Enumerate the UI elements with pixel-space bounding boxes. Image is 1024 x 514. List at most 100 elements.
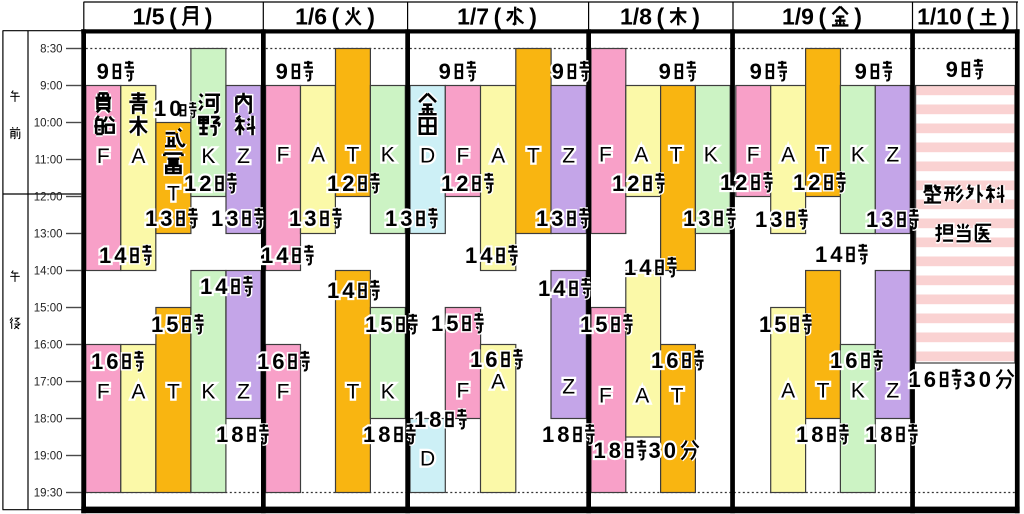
- svg-text:1/10: 1/10: [917, 4, 962, 30]
- svg-text:F: F: [599, 144, 612, 167]
- svg-text:): ): [1002, 4, 1010, 30]
- svg-text:F: F: [97, 381, 110, 404]
- svg-text:12: 12: [793, 170, 823, 195]
- svg-text:12: 12: [184, 171, 214, 196]
- svg-text:16: 16: [257, 349, 287, 374]
- svg-text:Z: Z: [562, 376, 575, 399]
- svg-text:16: 16: [651, 348, 681, 373]
- svg-text:15: 15: [580, 312, 610, 337]
- svg-text:F: F: [747, 144, 760, 167]
- svg-text:10: 10: [154, 96, 184, 121]
- svg-text:T: T: [671, 385, 684, 408]
- svg-text:): ): [367, 4, 375, 30]
- svg-text:12: 12: [720, 170, 750, 195]
- svg-text:16: 16: [651, 348, 681, 373]
- svg-text:F: F: [456, 380, 469, 403]
- svg-text:Z: Z: [886, 144, 899, 167]
- svg-text:F: F: [97, 145, 110, 168]
- svg-text:Z: Z: [237, 145, 250, 168]
- svg-text:A: A: [491, 371, 505, 394]
- svg-text:13: 13: [289, 206, 319, 231]
- svg-text:(: (: [169, 4, 177, 30]
- svg-text:15: 15: [151, 312, 181, 337]
- svg-text:15: 15: [759, 312, 789, 337]
- svg-text:12: 12: [327, 171, 357, 196]
- svg-text:14: 14: [624, 255, 654, 280]
- svg-text:(: (: [657, 4, 665, 30]
- svg-text:T: T: [346, 381, 359, 404]
- svg-text:12: 12: [612, 171, 642, 196]
- svg-text:9: 9: [659, 59, 674, 84]
- svg-text:18: 18: [796, 422, 826, 447]
- svg-text:T: T: [527, 145, 540, 168]
- svg-text:14: 14: [327, 278, 357, 303]
- svg-text:1/9: 1/9: [782, 4, 814, 30]
- svg-text:13: 13: [211, 206, 241, 231]
- svg-text:(: (: [332, 4, 340, 30]
- svg-text:F: F: [97, 381, 110, 404]
- svg-text:K: K: [201, 145, 215, 168]
- svg-text:T: T: [670, 144, 683, 167]
- svg-text:D: D: [420, 448, 435, 471]
- svg-text:14: 14: [538, 276, 568, 301]
- svg-text:15: 15: [151, 312, 181, 337]
- svg-text:F: F: [277, 381, 290, 404]
- svg-text:13:00: 13:00: [34, 229, 63, 241]
- svg-text:14: 14: [200, 274, 230, 299]
- svg-text:(: (: [494, 4, 502, 30]
- svg-text:16: 16: [830, 348, 860, 373]
- svg-text:30: 30: [649, 438, 679, 463]
- svg-text:18: 18: [414, 407, 444, 432]
- svg-text:13: 13: [683, 206, 713, 231]
- svg-text:13: 13: [866, 207, 896, 232]
- svg-text:15: 15: [580, 312, 610, 337]
- svg-text:10: 10: [154, 96, 184, 121]
- svg-text:): ): [529, 4, 537, 30]
- svg-text:10:00: 10:00: [34, 118, 63, 130]
- svg-text:16: 16: [830, 348, 860, 373]
- svg-text:14: 14: [261, 243, 291, 268]
- svg-text:14: 14: [261, 243, 291, 268]
- svg-text:Z: Z: [562, 376, 575, 399]
- svg-text:A: A: [131, 381, 145, 404]
- svg-text:18: 18: [363, 422, 393, 447]
- svg-text:F: F: [277, 381, 290, 404]
- svg-text:9: 9: [439, 59, 454, 84]
- svg-text:15: 15: [365, 312, 395, 337]
- svg-text:): ): [854, 4, 862, 30]
- svg-text:18: 18: [865, 422, 895, 447]
- svg-text:A: A: [781, 380, 795, 403]
- svg-text:Z: Z: [237, 145, 250, 168]
- svg-text:17:00: 17:00: [34, 377, 63, 389]
- svg-text:9: 9: [97, 59, 112, 84]
- svg-text:14: 14: [538, 276, 568, 301]
- svg-text:D: D: [420, 145, 435, 168]
- svg-text:14: 14: [815, 242, 845, 267]
- svg-text:14: 14: [465, 243, 495, 268]
- svg-text:F: F: [599, 385, 612, 408]
- svg-text:16:00: 16:00: [34, 340, 63, 352]
- svg-text:9: 9: [750, 59, 765, 84]
- svg-text:K: K: [851, 380, 865, 403]
- svg-text:K: K: [704, 144, 718, 167]
- svg-text:9: 9: [855, 59, 870, 84]
- svg-text:9: 9: [946, 57, 961, 82]
- svg-text:Z: Z: [886, 144, 899, 167]
- svg-text:A: A: [311, 144, 325, 167]
- svg-text:9: 9: [276, 59, 291, 84]
- svg-text:K: K: [201, 381, 215, 404]
- svg-text:14: 14: [465, 243, 495, 268]
- svg-text:K: K: [851, 144, 865, 167]
- svg-text:F: F: [747, 144, 760, 167]
- svg-text:K: K: [381, 144, 395, 167]
- svg-text:13: 13: [385, 206, 415, 231]
- svg-text:14: 14: [815, 242, 845, 267]
- svg-text:9: 9: [439, 59, 454, 84]
- svg-text:A: A: [635, 385, 649, 408]
- svg-text:9: 9: [946, 57, 961, 82]
- svg-text:T: T: [670, 144, 683, 167]
- svg-text:18: 18: [542, 422, 572, 447]
- svg-text:12: 12: [441, 171, 471, 196]
- svg-text:14: 14: [327, 278, 357, 303]
- svg-text:A: A: [634, 144, 648, 167]
